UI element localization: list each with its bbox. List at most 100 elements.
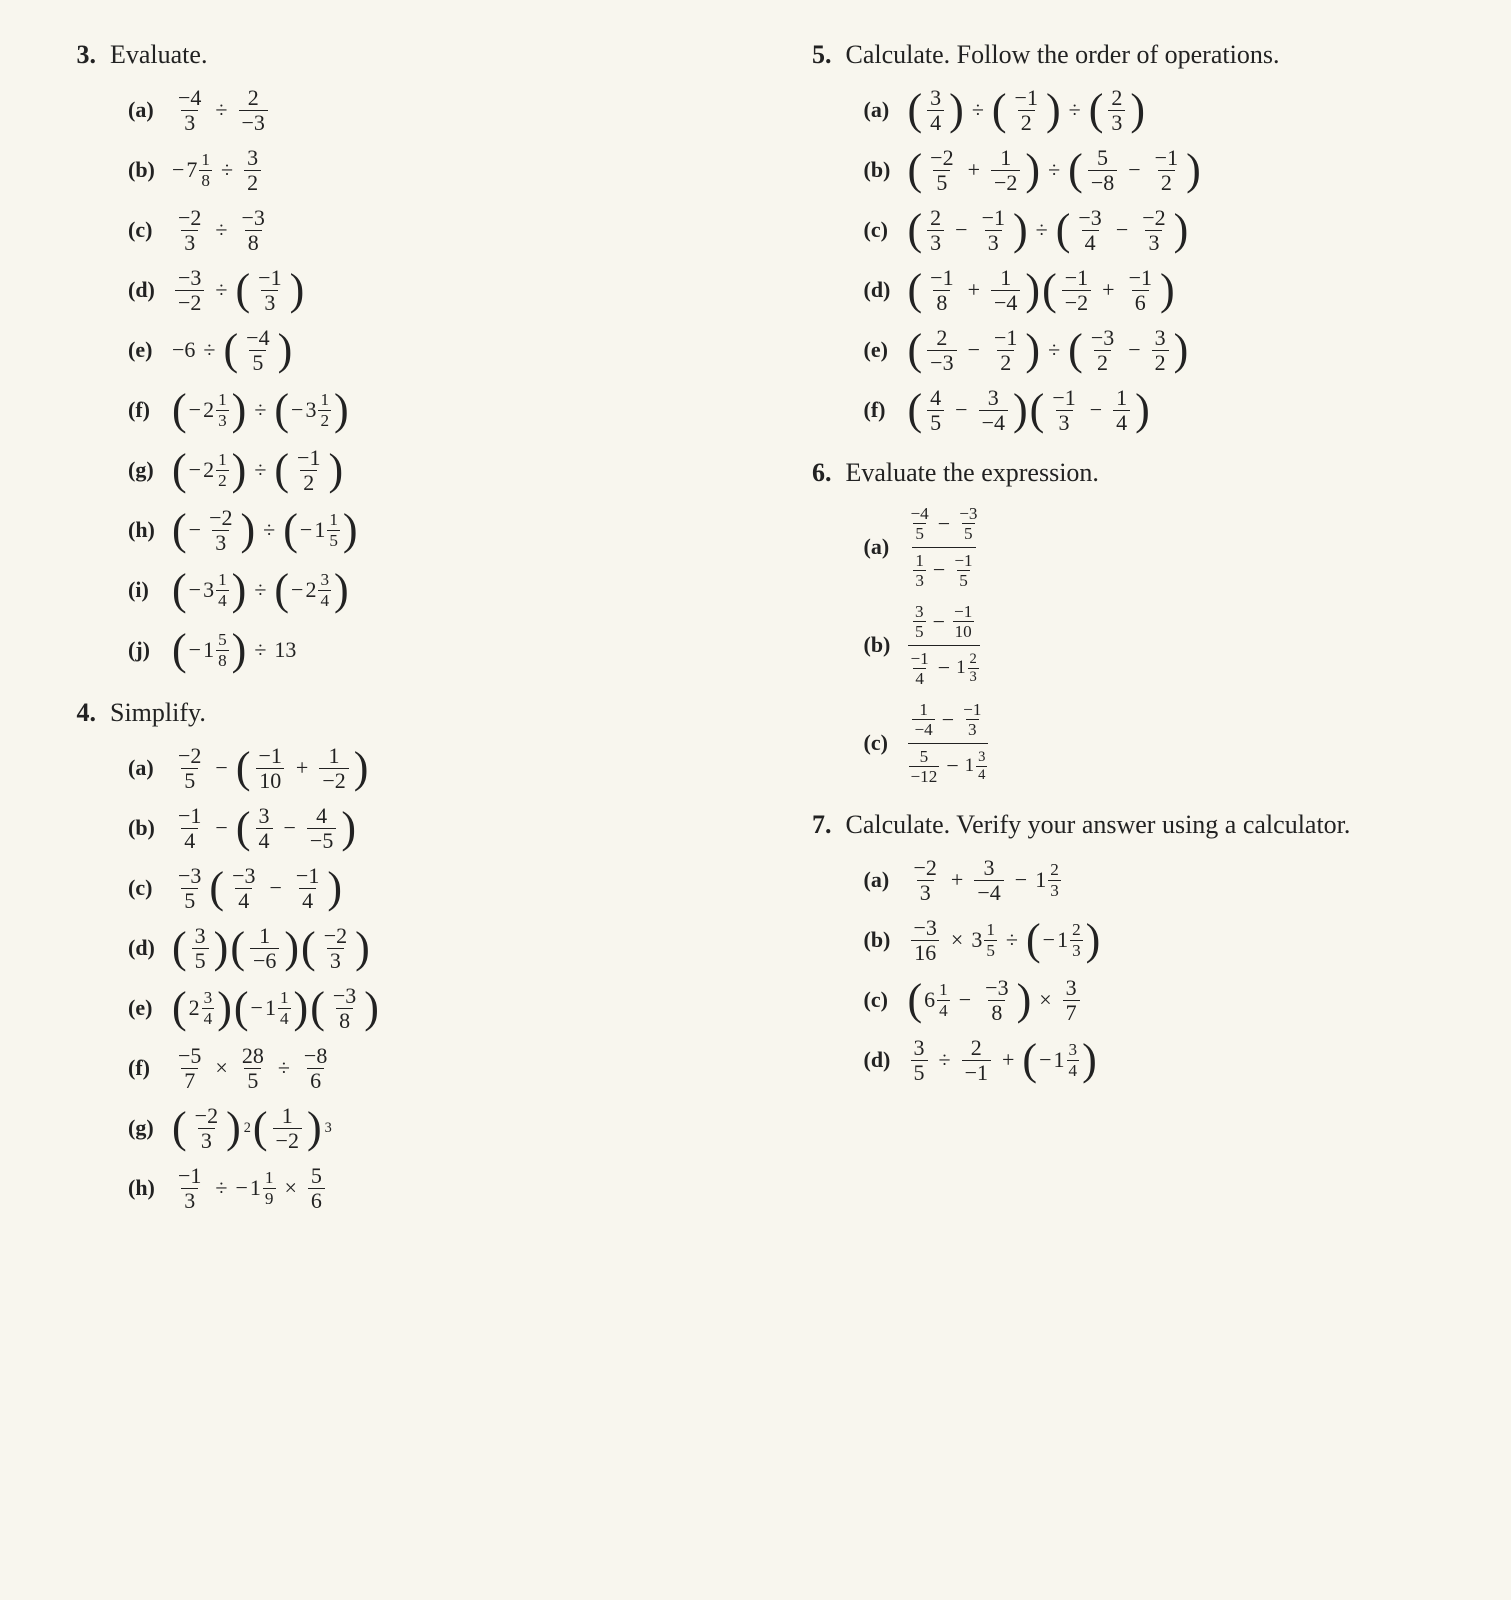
math-expression: −25 − (−110 + 1−2)	[172, 745, 368, 792]
part-5d: (d) (−18 + 1−4)(−1−2 + −16)	[864, 264, 1462, 316]
math-expression: 1−4−−13 5−12−134	[908, 701, 989, 785]
math-expression: −316 × 315 ÷ (−123)	[908, 917, 1101, 964]
part-4c: (c) −35 (−34 − −14)	[128, 862, 726, 914]
part-3h: (h) (−−23) ÷ (−115)	[128, 504, 726, 556]
part-label: (b)	[128, 815, 172, 841]
problem-number: 3.	[50, 40, 110, 70]
part-7b: (b) −316 × 315 ÷ (−123)	[864, 914, 1462, 966]
part-3j: (j) (−158) ÷ 13	[128, 624, 726, 676]
problem-instruction: Calculate. Follow the order of operation…	[846, 40, 1462, 70]
math-expression: (23 − −13) ÷ (−34 − −23)	[908, 207, 1189, 254]
part-5a: (a) (34) ÷ (−12) ÷ (23)	[864, 84, 1462, 136]
page-columns: 3. Evaluate. (a) −43 ÷ 2−3 (b) −718 ÷ 32	[50, 40, 1461, 1236]
math-expression: (45 − 3−4)(−13 − 14)	[908, 387, 1150, 434]
math-expression: (−213) ÷ (−312)	[172, 391, 349, 428]
part-3f: (f) (−213) ÷ (−312)	[128, 384, 726, 436]
part-label: (d)	[864, 277, 908, 303]
part-4e: (e) (234)(−114)(−38)	[128, 982, 726, 1034]
math-expression: (−25 + 1−2) ÷ (5−8 − −12)	[908, 147, 1201, 194]
math-expression: (2−3 − −12) ÷ (−32 − 32)	[908, 327, 1189, 374]
part-label: (b)	[864, 927, 908, 953]
problem-instruction: Evaluate.	[110, 40, 726, 70]
part-6c: (c) 1−4−−13 5−12−134	[864, 698, 1462, 788]
part-label: (c)	[864, 217, 908, 243]
part-label: (j)	[128, 637, 172, 663]
part-4f: (f) −57 × 285 ÷ −86	[128, 1042, 726, 1094]
part-5e: (e) (2−3 − −12) ÷ (−32 − 32)	[864, 324, 1462, 376]
part-5b: (b) (−25 + 1−2) ÷ (5−8 − −12)	[864, 144, 1462, 196]
part-label: (f)	[128, 397, 172, 423]
part-label: (c)	[128, 217, 172, 243]
part-label: (d)	[128, 277, 172, 303]
math-expression: 35 ÷ 2−1 + (−134)	[908, 1037, 1097, 1084]
math-expression: −57 × 285 ÷ −86	[172, 1045, 333, 1092]
math-expression: (234)(−114)(−38)	[172, 985, 379, 1032]
part-4b: (b) −14 − (34 − 4−5)	[128, 802, 726, 854]
part-label: (a)	[128, 755, 172, 781]
math-expression: −14 − (34 − 4−5)	[172, 805, 356, 852]
part-label: (a)	[864, 97, 908, 123]
problem-number: 5.	[786, 40, 846, 70]
problem-5: 5. Calculate. Follow the order of operat…	[786, 40, 1462, 444]
part-4a: (a) −25 − (−110 + 1−2)	[128, 742, 726, 794]
part-label: (h)	[128, 1175, 172, 1201]
problem-7: 7. Calculate. Verify your answer using a…	[786, 810, 1462, 1094]
left-column: 3. Evaluate. (a) −43 ÷ 2−3 (b) −718 ÷ 32	[50, 40, 726, 1236]
part-label: (b)	[864, 632, 908, 658]
math-expression: −13 ÷ −119 × 56	[172, 1165, 328, 1212]
math-expression: (−314) ÷ (−234)	[172, 571, 349, 608]
problem-instruction: Simplify.	[110, 698, 726, 728]
math-expression: (34) ÷ (−12) ÷ (23)	[908, 87, 1146, 134]
part-7c: (c) (614 − −38) × 37	[864, 974, 1462, 1026]
part-6b: (b) 35−−110 −14−123	[864, 600, 1462, 690]
part-label: (c)	[864, 987, 908, 1013]
math-expression: −6 ÷ (−45)	[172, 327, 292, 374]
part-label: (g)	[128, 1115, 172, 1141]
part-label: (a)	[864, 534, 908, 560]
math-expression: (35)(1−6)(−23)	[172, 925, 370, 972]
part-label: (b)	[128, 157, 172, 183]
math-expression: −45−−35 13−−15	[908, 505, 981, 589]
part-4h: (h) −13 ÷ −119 × 56	[128, 1162, 726, 1214]
part-5f: (f) (45 − 3−4)(−13 − 14)	[864, 384, 1462, 436]
part-label: (c)	[864, 730, 908, 756]
problem-4: 4. Simplify. (a) −25 − (−110 + 1−2) (b) …	[50, 698, 726, 1222]
math-expression: (−−23) ÷ (−115)	[172, 507, 358, 554]
problem-number: 6.	[786, 458, 846, 488]
problem-instruction: Evaluate the expression.	[846, 458, 1462, 488]
problem-6: 6. Evaluate the expression. (a) −45−−35 …	[786, 458, 1462, 796]
right-column: 5. Calculate. Follow the order of operat…	[786, 40, 1462, 1236]
problem-number: 7.	[786, 810, 846, 840]
problem-instruction: Calculate. Verify your answer using a ca…	[846, 810, 1462, 840]
part-label: (f)	[128, 1055, 172, 1081]
part-label: (a)	[128, 97, 172, 123]
part-7d: (d) 35 ÷ 2−1 + (−134)	[864, 1034, 1462, 1086]
part-label: (d)	[128, 935, 172, 961]
math-expression: −43 ÷ 2−3	[172, 87, 271, 134]
part-3c: (c) −23 ÷ −38	[128, 204, 726, 256]
part-label: (e)	[128, 995, 172, 1021]
math-expression: −23 + 3−4 − 123	[908, 857, 1062, 904]
math-expression: (−212) ÷ (−12)	[172, 447, 343, 494]
part-label: (c)	[128, 875, 172, 901]
part-3e: (e) −6 ÷ (−45)	[128, 324, 726, 376]
part-3d: (d) −3−2 ÷ (−13)	[128, 264, 726, 316]
part-label: (f)	[864, 397, 908, 423]
math-expression: −718 ÷ 32	[172, 147, 264, 194]
part-label: (h)	[128, 517, 172, 543]
math-expression: (−23)2(1−2)3	[172, 1105, 332, 1152]
problem-3: 3. Evaluate. (a) −43 ÷ 2−3 (b) −718 ÷ 32	[50, 40, 726, 684]
part-3g: (g) (−212) ÷ (−12)	[128, 444, 726, 496]
part-label: (d)	[864, 1047, 908, 1073]
math-expression: −3−2 ÷ (−13)	[172, 267, 304, 314]
part-label: (e)	[864, 337, 908, 363]
part-label: (e)	[128, 337, 172, 363]
math-expression: −35 (−34 − −14)	[172, 865, 342, 912]
part-6a: (a) −45−−35 13−−15	[864, 502, 1462, 592]
part-label: (b)	[864, 157, 908, 183]
part-4g: (g) (−23)2(1−2)3	[128, 1102, 726, 1154]
math-expression: −23 ÷ −38	[172, 207, 271, 254]
part-label: (a)	[864, 867, 908, 893]
part-3b: (b) −718 ÷ 32	[128, 144, 726, 196]
math-expression: (−158) ÷ 13	[172, 631, 296, 668]
